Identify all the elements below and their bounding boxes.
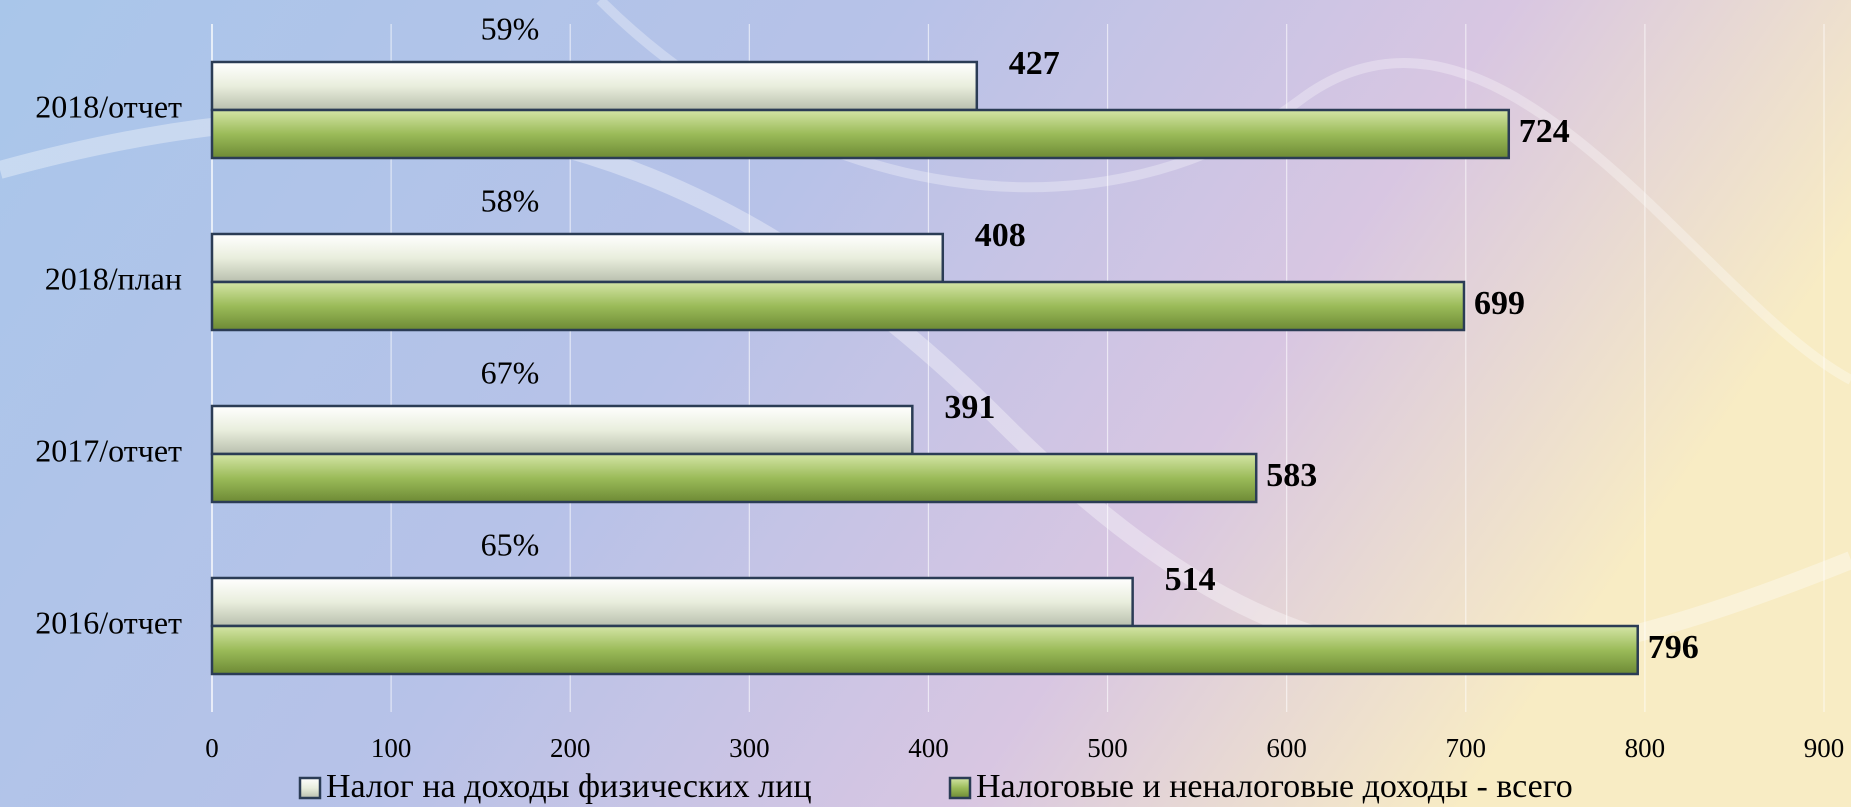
x-tick-label: 800: [1625, 733, 1666, 763]
x-tick-label: 0: [205, 733, 219, 763]
x-tick-label: 100: [371, 733, 412, 763]
bar: [210, 404, 914, 456]
legend-swatch: [948, 776, 972, 800]
legend-label: Налог на доходы физических лиц: [326, 768, 812, 805]
x-tick-label: 400: [908, 733, 949, 763]
value-label: 583: [1266, 457, 1317, 494]
bar: [210, 60, 979, 112]
category-label: 2017/отчет: [35, 432, 182, 468]
bar: [210, 232, 945, 284]
value-label: 514: [1165, 561, 1216, 598]
x-tick-label: 500: [1087, 733, 1128, 763]
x-tick-label: 900: [1804, 733, 1845, 763]
bar: [210, 452, 1258, 504]
bar: [210, 108, 1511, 160]
bar: [210, 576, 1134, 628]
x-tick-label: 200: [550, 733, 591, 763]
x-tick-label: 600: [1266, 733, 1307, 763]
category-label: 2016/отчет: [35, 604, 182, 640]
annotation: 65%: [481, 526, 540, 562]
x-tick-label: 300: [729, 733, 770, 763]
category-label: 2018/отчет: [35, 88, 182, 124]
value-label: 391: [944, 389, 995, 426]
bar: [210, 280, 1466, 332]
legend-label: Налоговые и неналоговые доходы - всего: [976, 768, 1573, 805]
annotation: 67%: [481, 354, 540, 390]
annotation: 59%: [481, 10, 540, 46]
legend-swatch: [298, 776, 322, 800]
value-label: 796: [1648, 629, 1699, 666]
x-tick-label: 700: [1446, 733, 1487, 763]
value-label: 427: [1009, 45, 1060, 82]
category-label: 2018/план: [45, 260, 182, 296]
value-label: 724: [1519, 113, 1570, 150]
annotation: 58%: [481, 182, 540, 218]
value-label: 408: [975, 217, 1026, 254]
value-label: 699: [1474, 285, 1525, 322]
bar: [210, 624, 1639, 676]
